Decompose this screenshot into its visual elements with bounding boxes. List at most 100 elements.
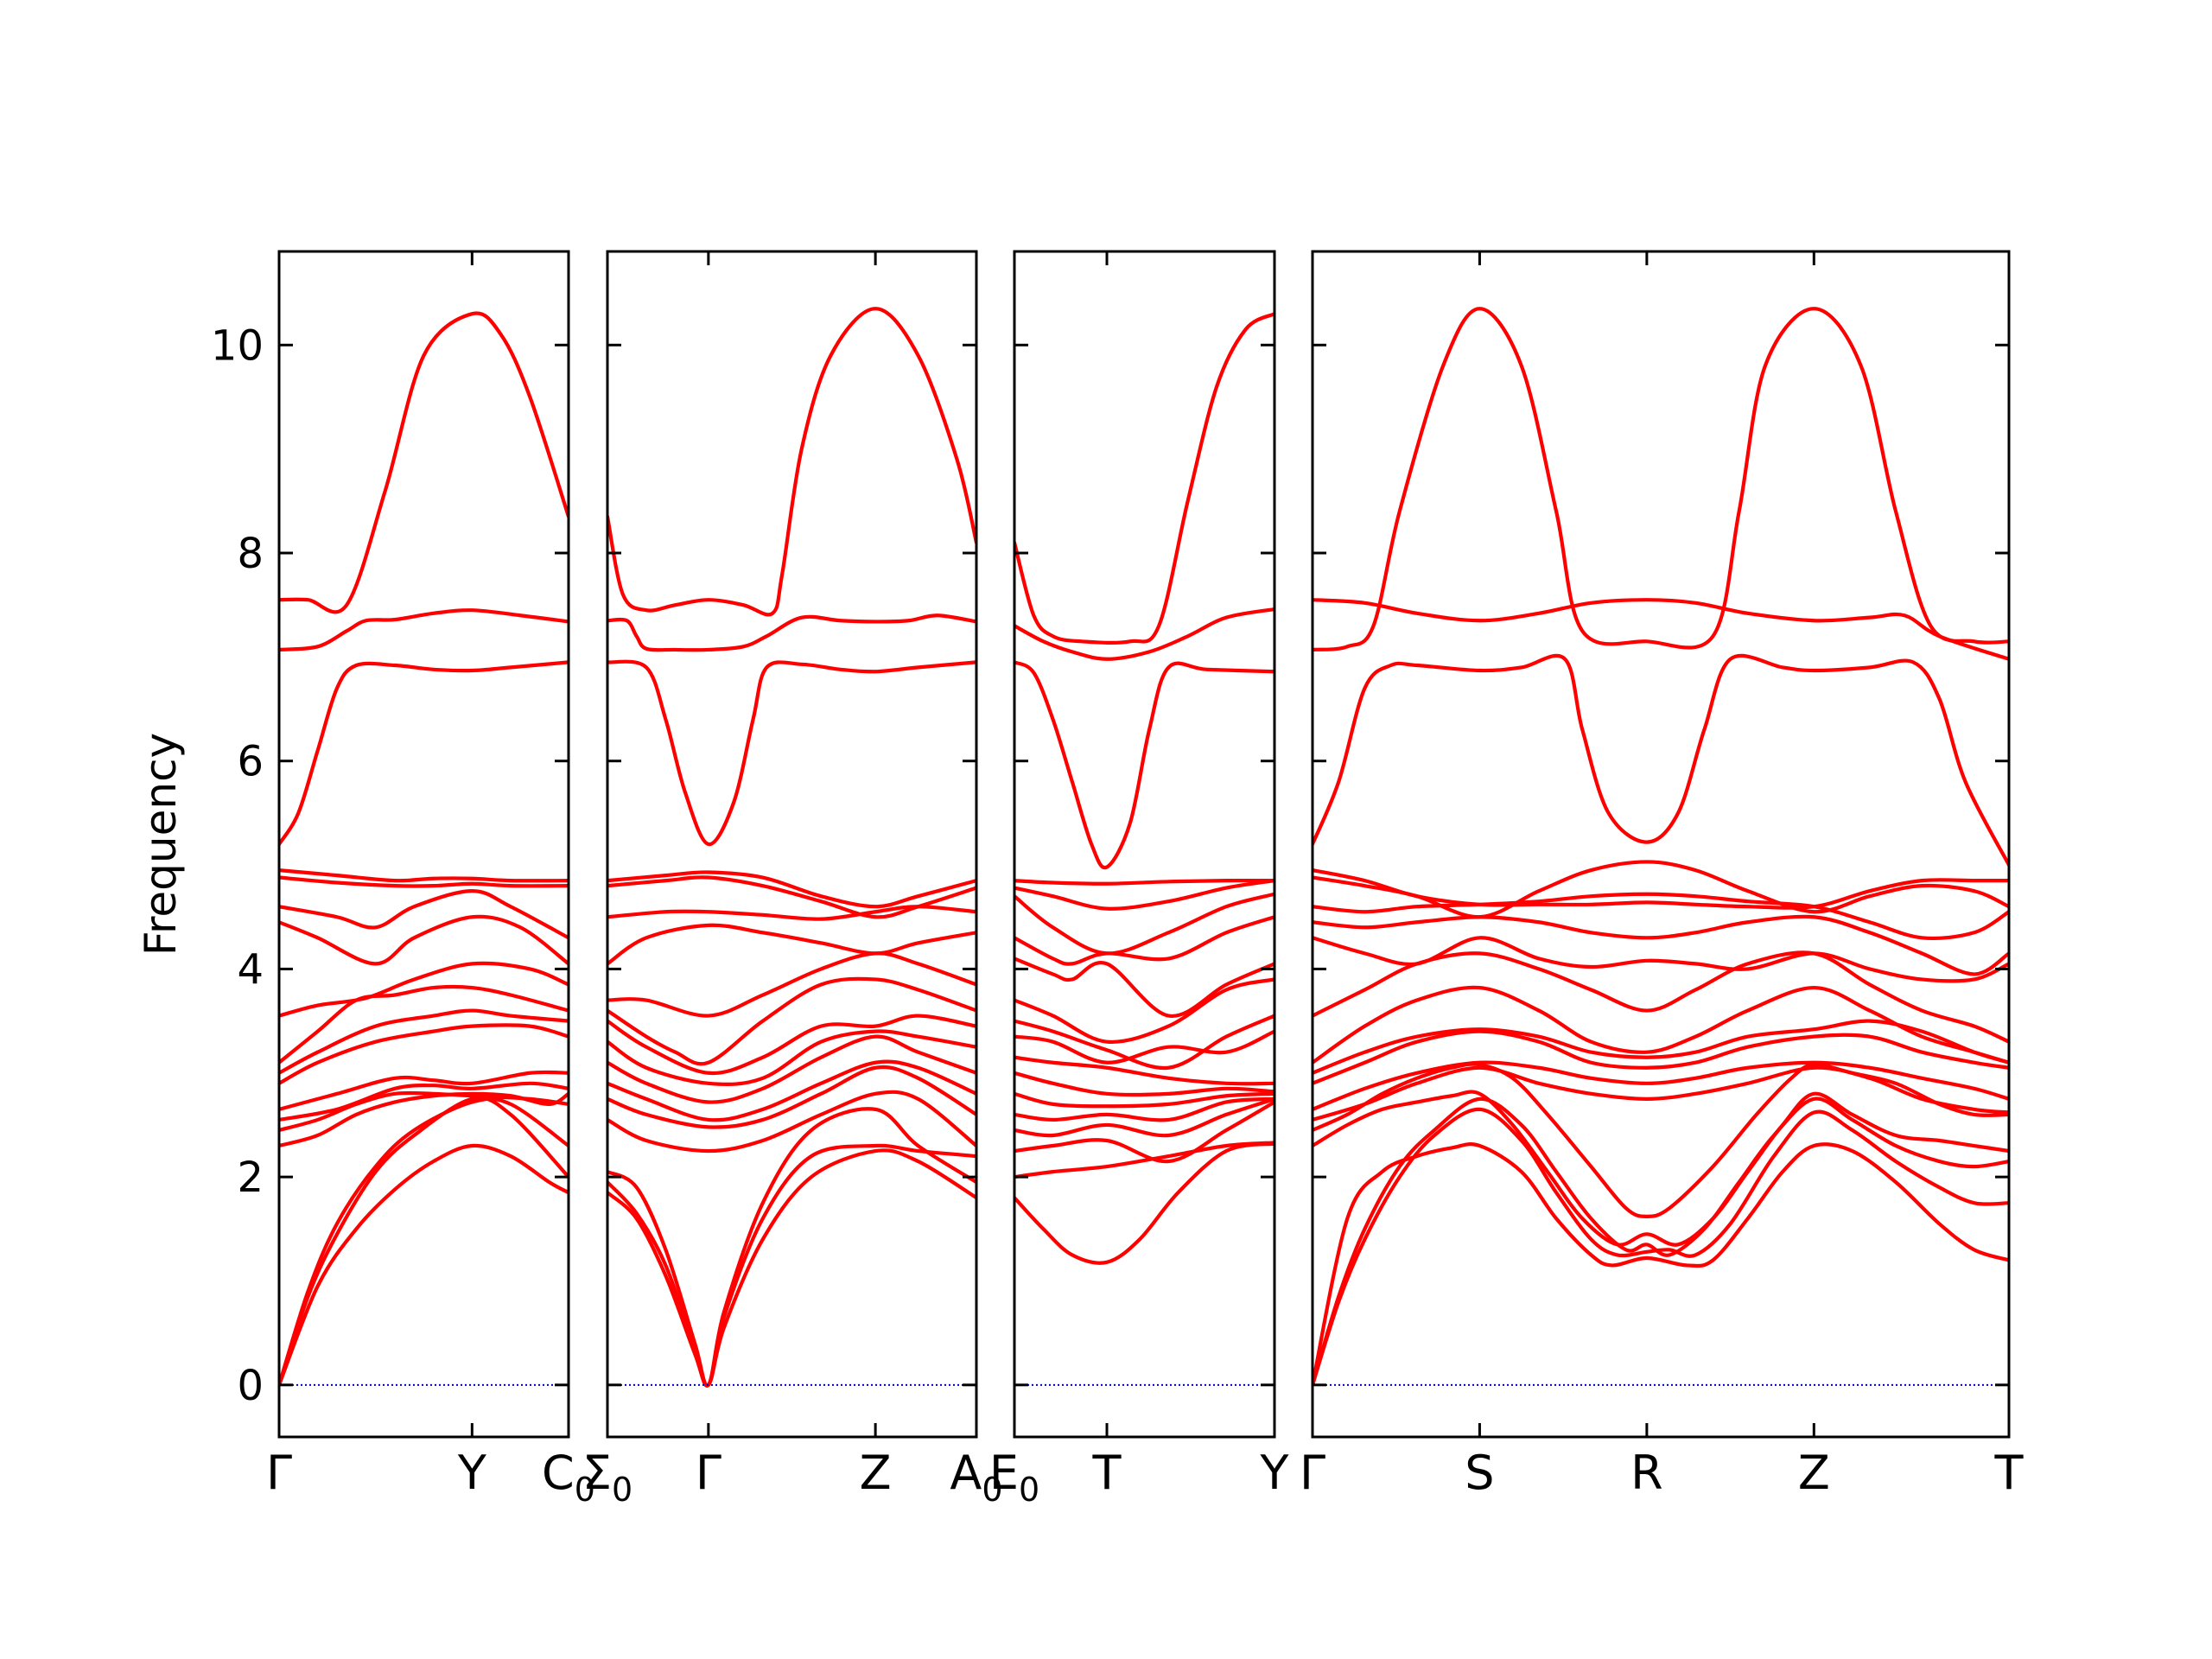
x-tick-label: S [1465,1446,1494,1500]
band-3 [607,659,976,847]
panel-frame [1013,250,1276,1439]
band-10 [607,1014,976,1076]
band-13 [1014,1071,1274,1097]
panel-frame [1311,250,2011,1439]
band-5 [1313,860,2009,919]
y-tick-label: 10 [211,321,264,370]
panel-frame [606,250,978,1439]
band-2 [607,613,976,652]
panel-2: Σ0 Γ Z A0 [582,250,1003,1509]
band-1 [607,307,976,617]
band-18 [1014,1141,1274,1179]
band-curves [1014,312,1274,1265]
band-17 [279,1096,569,1387]
band-15 [1313,1062,2009,1218]
y-tick-label: 0 [237,1362,264,1410]
y-axis-title: Frequency [136,733,186,956]
x-tick-label: T [1092,1446,1122,1500]
band-1 [1014,312,1274,645]
band-7 [1313,914,2009,976]
x-tick-label: Γ [266,1446,292,1500]
band-9 [607,976,976,1066]
band-16 [1313,1090,2009,1247]
band-16 [279,1096,569,1387]
band-11 [607,1029,976,1087]
band-6 [607,905,976,921]
band-1 [279,311,569,614]
x-tick-label: R [1630,1446,1663,1500]
band-2 [1014,607,1274,661]
band-16 [607,1107,976,1388]
band-7 [607,923,976,966]
band-12 [279,1070,569,1111]
band-14 [1313,1065,2009,1122]
band-4 [279,868,569,883]
band-6 [1313,892,2009,941]
y-tick-label: 8 [237,530,264,578]
band-11 [1014,1029,1274,1065]
x-tick-label: T [1994,1446,2024,1500]
band-13 [279,1081,569,1122]
y-tick-label: 4 [237,945,264,994]
x-tick-label: Γ [1300,1446,1325,1500]
x-tick-label: Z [1798,1446,1830,1500]
band-6 [1014,892,1274,956]
band-8 [279,961,569,1018]
panel-frame [277,250,570,1439]
band-4 [1014,878,1274,886]
band-9 [1313,950,2009,1044]
band-14 [607,1065,976,1129]
band-19 [1014,1141,1274,1265]
band-10 [279,1008,569,1075]
band-4 [607,870,976,909]
band-15 [279,1091,569,1148]
band-7 [279,914,569,966]
band-18 [607,1148,976,1388]
band-3 [279,660,569,847]
band-16 [1014,1096,1274,1138]
band-19 [1313,1142,2009,1387]
band-8 [1014,957,1274,1018]
band-3 [1014,660,1274,870]
band-17 [1014,1100,1274,1164]
band-7 [1014,915,1274,966]
band-15 [1014,1096,1274,1122]
band-curves [1313,307,2009,1387]
band-curves [279,311,569,1387]
band-1 [1313,307,2009,652]
band-curves [607,307,976,1388]
y-tick-labels: 0 2 4 6 8 10 [211,321,264,1410]
x-tick-label: Z [860,1446,892,1500]
x-tick-label: Y [457,1446,487,1500]
x-tick-label: Γ [696,1446,721,1500]
x-tick-label: Y [1260,1446,1290,1500]
band-9 [279,984,569,1065]
band-12 [1014,1055,1274,1086]
band-13 [1313,1060,2009,1111]
band-11 [279,1023,569,1085]
band-8 [607,951,976,1018]
band-10 [1014,1014,1274,1071]
band-10 [1313,985,2009,1065]
y-tick-label: 6 [237,738,264,786]
band-2 [1313,598,2009,661]
band-11 [1313,1019,2009,1075]
band-17 [1313,1096,2009,1387]
band-12 [1313,1029,2009,1085]
band-17 [607,1143,976,1388]
band-9 [1014,977,1274,1045]
panel-3: E0 T Y [989,250,1290,1509]
panel-1: Γ Y C0 [266,250,595,1509]
band-12 [607,1034,976,1104]
band-2 [279,608,569,652]
band-6 [279,889,569,940]
band-13 [607,1059,976,1122]
band-15 [607,1090,976,1154]
band-5 [279,875,569,888]
band-3 [1313,653,2009,868]
band-18 [279,1143,569,1387]
